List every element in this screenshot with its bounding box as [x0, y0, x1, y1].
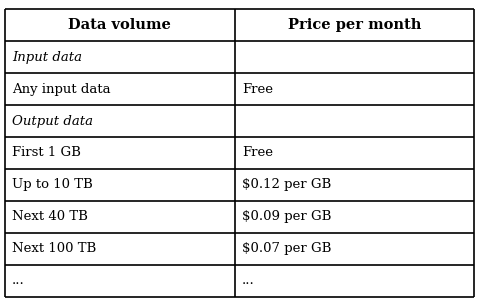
Text: Up to 10 TB: Up to 10 TB: [12, 178, 93, 192]
Text: Next 100 TB: Next 100 TB: [12, 242, 96, 256]
Text: ...: ...: [242, 274, 255, 287]
Text: Output data: Output data: [12, 114, 93, 128]
Text: ...: ...: [12, 274, 25, 287]
Text: First 1 GB: First 1 GB: [12, 147, 81, 159]
Text: $0.07 per GB: $0.07 per GB: [242, 242, 331, 256]
Text: Input data: Input data: [12, 50, 82, 64]
Text: $0.09 per GB: $0.09 per GB: [242, 211, 331, 223]
Text: Any input data: Any input data: [12, 83, 111, 95]
Text: Price per month: Price per month: [288, 18, 421, 32]
Text: Data volume: Data volume: [68, 18, 171, 32]
Text: $0.12 per GB: $0.12 per GB: [242, 178, 331, 192]
Text: Free: Free: [242, 83, 273, 95]
Text: Next 40 TB: Next 40 TB: [12, 211, 88, 223]
Text: Free: Free: [242, 147, 273, 159]
